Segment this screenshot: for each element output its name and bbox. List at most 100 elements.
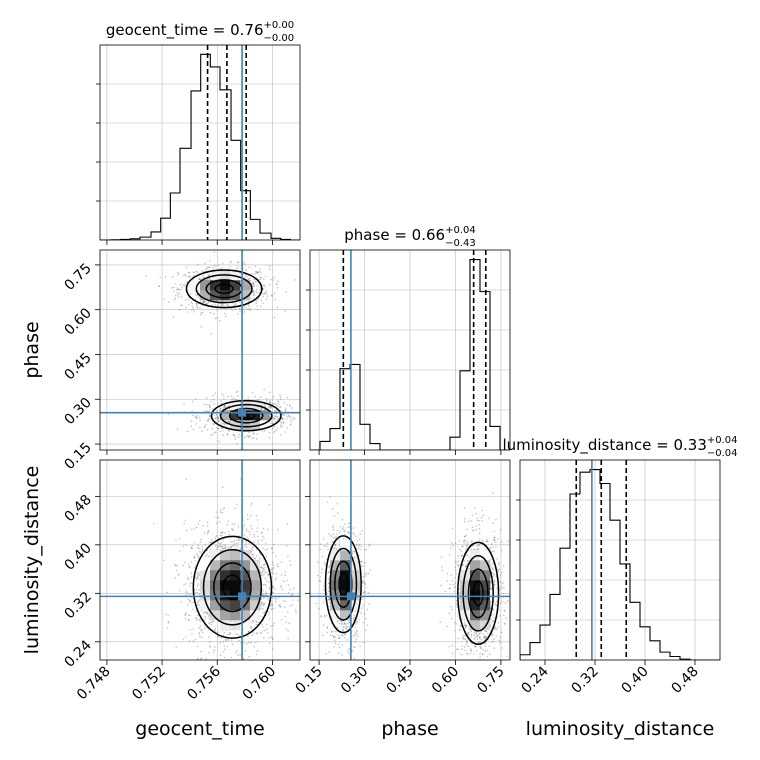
sample-point xyxy=(490,565,492,567)
sample-point xyxy=(187,604,189,606)
sample-point xyxy=(230,395,233,397)
sample-point xyxy=(184,561,186,564)
sample-point xyxy=(348,526,351,528)
title-upper-error: +0.04 xyxy=(707,435,738,446)
sample-point xyxy=(275,410,277,413)
sample-point xyxy=(363,591,365,594)
sample-point xyxy=(456,606,459,609)
sample-point xyxy=(364,629,367,631)
sample-point xyxy=(282,422,285,424)
sample-point xyxy=(276,286,279,289)
sample-point xyxy=(485,630,487,633)
sample-point xyxy=(197,657,199,660)
sample-point xyxy=(225,544,227,547)
density-cell xyxy=(200,580,211,591)
sample-point xyxy=(224,648,226,651)
sample-point xyxy=(479,645,481,648)
sample-point xyxy=(224,405,226,407)
title-lower-error: −0.04 xyxy=(707,448,738,459)
sample-point xyxy=(256,271,258,273)
sample-point xyxy=(253,437,255,439)
sample-point xyxy=(221,531,223,534)
sample-point xyxy=(262,287,264,290)
sample-point xyxy=(187,598,190,600)
sample-point xyxy=(266,632,269,634)
sample-point xyxy=(248,530,251,533)
sample-point xyxy=(279,394,281,396)
sample-point xyxy=(333,639,336,641)
sample-point xyxy=(344,622,346,624)
sample-point xyxy=(492,546,494,548)
sample-point xyxy=(330,630,333,633)
sample-point xyxy=(200,326,202,328)
sample-point xyxy=(326,631,329,634)
sample-point xyxy=(189,629,192,631)
sample-point xyxy=(234,303,237,306)
sample-point xyxy=(185,266,188,269)
sample-point xyxy=(264,591,267,593)
sample-point xyxy=(201,277,203,279)
sample-point xyxy=(234,436,237,438)
sample-point xyxy=(271,403,274,405)
sample-point xyxy=(198,289,200,292)
sample-point xyxy=(332,636,335,638)
sample-point xyxy=(192,640,195,642)
sample-point xyxy=(197,263,199,266)
sample-point xyxy=(356,543,358,546)
sample-point xyxy=(324,564,327,566)
sample-point xyxy=(237,526,240,528)
sample-point xyxy=(280,406,282,408)
sample-point xyxy=(269,268,271,271)
scatter-panel-phase_vs_geocent_time xyxy=(100,250,300,450)
sample-point xyxy=(219,534,222,537)
sample-point xyxy=(456,603,458,605)
sample-point xyxy=(342,626,345,629)
sample-point xyxy=(270,625,272,627)
density-cell xyxy=(250,600,261,611)
sample-point xyxy=(238,537,240,540)
sample-point xyxy=(197,296,200,298)
sample-point xyxy=(196,553,198,555)
sample-point xyxy=(224,547,226,550)
sample-point xyxy=(195,423,197,425)
sample-point xyxy=(286,396,289,399)
sample-point xyxy=(261,601,263,603)
sample-point xyxy=(365,572,368,575)
sample-point xyxy=(215,516,217,518)
sample-point xyxy=(179,288,182,291)
sample-point xyxy=(345,668,347,670)
sample-point xyxy=(289,564,292,566)
sample-point xyxy=(196,417,198,420)
sample-point xyxy=(226,300,228,302)
sample-point xyxy=(164,275,167,278)
sample-point xyxy=(271,572,273,574)
sample-point xyxy=(461,554,464,557)
sample-point xyxy=(270,406,272,409)
sample-point xyxy=(260,306,262,308)
sample-point xyxy=(251,634,253,636)
sample-point xyxy=(260,396,262,399)
sample-point xyxy=(195,416,197,419)
sample-point xyxy=(198,627,200,629)
hist-frame xyxy=(99,44,301,241)
density-layer xyxy=(152,477,299,660)
sample-point xyxy=(212,266,215,269)
sample-point xyxy=(209,622,211,624)
sample-point xyxy=(229,261,232,264)
sample-point xyxy=(471,529,474,532)
sample-point xyxy=(255,653,258,656)
sample-point xyxy=(338,547,341,550)
sample-point xyxy=(499,641,501,644)
sample-point xyxy=(475,528,478,531)
sample-point xyxy=(215,308,218,311)
sample-point xyxy=(256,308,259,311)
sample-point xyxy=(275,577,278,579)
sample-point xyxy=(197,306,199,309)
sample-point xyxy=(259,632,262,634)
sample-point xyxy=(235,633,237,636)
sample-point xyxy=(332,541,334,543)
sample-point xyxy=(253,541,256,543)
sample-point xyxy=(196,303,198,305)
sample-point xyxy=(258,278,261,281)
sample-point xyxy=(274,415,277,418)
